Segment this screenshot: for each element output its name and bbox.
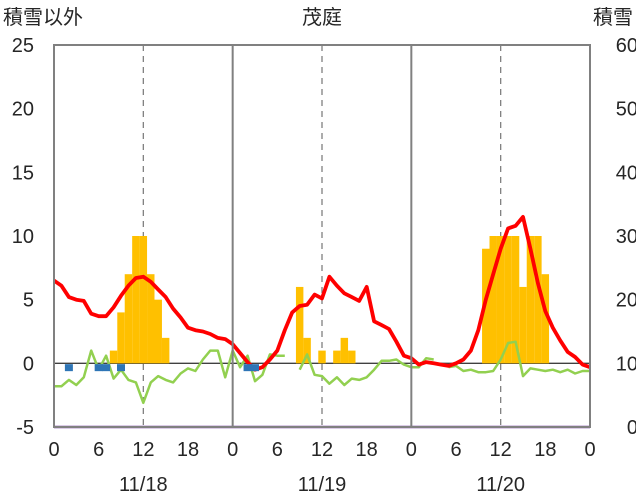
right-tick-label-6: 60 (616, 35, 636, 57)
blue-marker-1 (94, 364, 103, 372)
date-label-2: 11/20 (476, 474, 525, 496)
left-tick-label-2: 5 (23, 290, 34, 312)
left-tick-label-3: 10 (12, 226, 34, 248)
x-tick-label-2: 12 (132, 439, 154, 461)
frame-layer (53, 44, 591, 428)
bar-9 (303, 337, 311, 364)
right-tick-label-2: 20 (616, 290, 636, 312)
bar-7 (161, 337, 170, 364)
left-axis-label: 積雪以外 (3, 5, 83, 29)
chart-title: 茂庭 (302, 5, 342, 29)
x-tick-label-5: 6 (272, 439, 283, 461)
blue-marker-4 (243, 364, 252, 372)
bar-22 (541, 274, 550, 364)
right-tick-label-3: 30 (616, 226, 636, 248)
bar-10 (318, 350, 326, 364)
x-tick-label-9: 6 (450, 439, 461, 461)
red-series-line-0 (52, 214, 591, 372)
x-tick-label-4: 0 (227, 439, 238, 461)
bar-1 (117, 312, 125, 364)
left-tick-label-1: 0 (23, 353, 34, 375)
bar-11 (333, 350, 341, 364)
date-label-1: 11/19 (298, 474, 347, 496)
right-tick-label-1: 10 (616, 353, 636, 375)
bar-5 (147, 274, 155, 364)
bar-20 (526, 236, 535, 364)
blue-marker-5 (251, 364, 259, 372)
left-tick-label-6: 25 (12, 35, 34, 57)
left-tick-label-5: 20 (12, 99, 34, 121)
x-tick-label-10: 12 (490, 439, 512, 461)
left-tick-label-0: -5 (16, 417, 34, 439)
plot-frame (53, 44, 591, 428)
bar-13 (348, 350, 356, 364)
bar-8 (295, 286, 304, 364)
bar-16 (496, 236, 505, 364)
x-tick-label-8: 0 (406, 439, 417, 461)
bars-layer (109, 236, 550, 364)
right-tick-label-0: 0 (627, 417, 636, 439)
right-tick-label-5: 50 (616, 99, 636, 121)
bar-18 (511, 236, 520, 364)
x-tick-label-6: 12 (311, 439, 333, 461)
x-tick-label-1: 6 (93, 439, 104, 461)
x-tick-label-11: 18 (534, 439, 556, 461)
green-series-line-0 (54, 349, 285, 405)
green-series-line-2 (448, 340, 590, 378)
right-tick-label-4: 40 (616, 162, 636, 184)
bar-12 (340, 337, 349, 364)
right-axis-label: 積雪 (593, 5, 633, 29)
bar-3 (132, 236, 140, 364)
x-tick-label-0: 0 (48, 439, 59, 461)
bar-0 (109, 350, 118, 364)
bar-6 (154, 299, 162, 364)
blue-marker-0 (64, 364, 73, 372)
bar-15 (489, 236, 497, 364)
bar-21 (534, 236, 542, 364)
left-tick-label-4: 15 (12, 162, 34, 184)
date-label-0: 11/18 (119, 474, 168, 496)
bar-4 (139, 236, 148, 364)
bar-2 (124, 274, 133, 364)
x-tick-label-12: 0 (584, 439, 595, 461)
blue-marker-3 (117, 364, 125, 372)
x-tick-label-7: 18 (356, 439, 378, 461)
bar-19 (519, 286, 527, 364)
x-tick-label-3: 18 (177, 439, 199, 461)
bar-17 (504, 236, 512, 364)
blue-marker-2 (102, 364, 111, 372)
